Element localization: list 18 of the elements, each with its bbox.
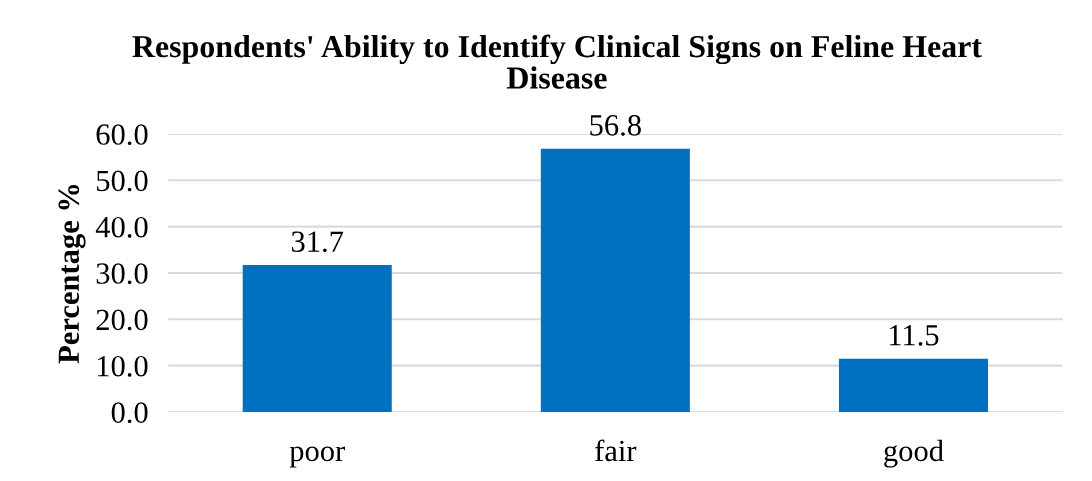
y-tick-label: 50.0 — [97, 170, 148, 192]
data-label: 56.8 — [590, 115, 641, 136]
x-tick-label: fair — [595, 439, 637, 462]
y-tick-label: 40.0 — [95, 216, 148, 238]
x-tick-label: poor — [289, 446, 345, 468]
bar — [242, 265, 392, 412]
data-label: 11.5 — [889, 325, 939, 346]
data-label: 31.7 — [291, 231, 344, 253]
bar — [540, 148, 690, 412]
y-axis-title: Percentage % — [58, 184, 86, 364]
bar — [838, 358, 988, 412]
y-tick-label: 0.0 — [111, 402, 148, 424]
y-tick-label: 20.0 — [96, 309, 148, 331]
y-tick-label: 30.0 — [96, 263, 148, 284]
chart-title: Respondents' Ability to Identify Clinical Signs on Feline Heart Disease — [132, 34, 982, 89]
x-tick-label: good — [884, 439, 944, 468]
y-tick-label: 10.0 — [97, 355, 148, 377]
y-tick-label: 60.0 — [96, 124, 148, 145]
